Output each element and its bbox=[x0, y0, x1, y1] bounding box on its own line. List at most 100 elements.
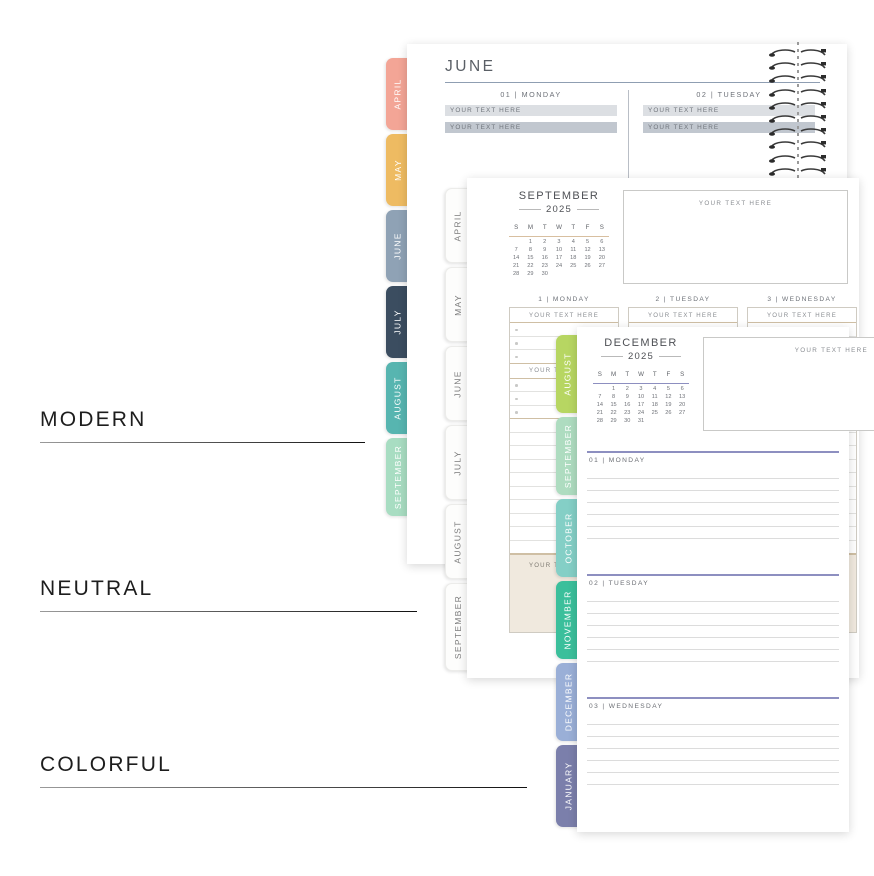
tab-october[interactable]: OCTOBER bbox=[556, 499, 580, 577]
calendar-day[interactable]: 26 bbox=[584, 263, 591, 269]
tab-november[interactable]: NOVEMBER bbox=[556, 581, 580, 659]
ruled-line[interactable] bbox=[587, 477, 839, 479]
tab-june[interactable]: JUNE bbox=[445, 346, 470, 421]
tab-january[interactable]: JANUARY bbox=[556, 745, 580, 827]
calendar-day[interactable]: 24 bbox=[555, 263, 563, 269]
calendar-day[interactable]: 25 bbox=[570, 263, 577, 269]
calendar-day[interactable]: 6 bbox=[600, 239, 604, 245]
calendar-day[interactable]: 10 bbox=[637, 394, 645, 400]
calendar-day[interactable]: 11 bbox=[570, 247, 577, 253]
calendar-day[interactable]: 19 bbox=[584, 255, 591, 261]
calendar-day[interactable]: 23 bbox=[624, 410, 631, 416]
calendar-day[interactable]: 21 bbox=[596, 410, 603, 416]
calendar-day[interactable]: 28 bbox=[596, 418, 603, 424]
calendar-day[interactable]: 18 bbox=[570, 255, 577, 261]
calendar-day[interactable]: 30 bbox=[624, 418, 631, 424]
calendar-day[interactable]: 3 bbox=[557, 239, 561, 245]
ruled-line[interactable] bbox=[587, 624, 839, 626]
ruled-line[interactable] bbox=[587, 537, 839, 539]
tab-july[interactable]: JULY bbox=[445, 425, 470, 500]
ruled-line[interactable] bbox=[587, 612, 839, 614]
tab-april[interactable]: APRIL bbox=[445, 188, 470, 263]
calendar-day[interactable]: 20 bbox=[679, 402, 686, 408]
calendar-day[interactable]: 14 bbox=[596, 402, 603, 408]
calendar-day[interactable]: 5 bbox=[586, 239, 590, 245]
text-entry-bar[interactable]: YOUR TEXT HERE bbox=[643, 105, 815, 116]
text-entry-bar[interactable]: YOUR TEXT HERE bbox=[445, 122, 617, 133]
ruled-line[interactable] bbox=[587, 747, 839, 749]
calendar-day[interactable]: 10 bbox=[555, 247, 563, 253]
calendar-day[interactable]: 3 bbox=[639, 386, 643, 392]
calendar-day[interactable]: 1 bbox=[528, 239, 532, 245]
calendar-day[interactable]: 15 bbox=[610, 402, 617, 408]
calendar-day[interactable]: 12 bbox=[665, 394, 672, 400]
tab-september[interactable]: SEPTEMBER bbox=[445, 583, 470, 671]
calendar-day[interactable]: 13 bbox=[679, 394, 686, 400]
ruled-line[interactable] bbox=[587, 525, 839, 527]
ruled-line[interactable] bbox=[587, 723, 839, 725]
calendar-day[interactable]: 21 bbox=[513, 263, 520, 269]
text-entry-bar[interactable]: YOUR TEXT HERE bbox=[643, 122, 815, 133]
calendar-day[interactable]: 19 bbox=[665, 402, 672, 408]
ruled-line[interactable] bbox=[587, 648, 839, 650]
calendar-day[interactable]: 18 bbox=[651, 402, 658, 408]
calendar-day[interactable]: 24 bbox=[637, 410, 645, 416]
calendar-day[interactable]: 22 bbox=[610, 410, 617, 416]
calendar-day[interactable]: 27 bbox=[598, 263, 605, 269]
calendar-day[interactable]: 2 bbox=[543, 239, 547, 245]
calendar-day[interactable]: 23 bbox=[541, 263, 548, 269]
text-entry-bar[interactable]: YOUR TEXT HERE bbox=[445, 105, 617, 116]
tab-august[interactable]: AUGUST bbox=[445, 504, 470, 579]
ruled-line[interactable] bbox=[587, 759, 839, 761]
calendar-day[interactable]: 4 bbox=[571, 239, 575, 245]
calendar-day[interactable]: 6 bbox=[680, 386, 684, 392]
calendar-day[interactable]: 17 bbox=[637, 402, 645, 408]
calendar-day[interactable]: 13 bbox=[598, 247, 605, 253]
tab-august[interactable]: AUGUST bbox=[556, 335, 580, 413]
calendar-day[interactable]: 20 bbox=[598, 255, 605, 261]
calendar-day[interactable]: 31 bbox=[637, 418, 645, 424]
section-header[interactable]: YOUR TEXT HERE bbox=[629, 308, 737, 323]
tab-august[interactable]: AUGUST bbox=[386, 362, 410, 434]
ruled-line[interactable] bbox=[587, 636, 839, 638]
tab-may[interactable]: MAY bbox=[386, 134, 410, 206]
calendar-day[interactable]: 29 bbox=[527, 271, 534, 277]
calendar-day[interactable]: 5 bbox=[666, 386, 670, 392]
ruled-line[interactable] bbox=[587, 489, 839, 491]
calendar-day[interactable]: 17 bbox=[555, 255, 563, 261]
calendar-day[interactable]: 4 bbox=[653, 386, 657, 392]
tab-september[interactable]: SEPTEMBER bbox=[386, 438, 410, 516]
section-header[interactable]: YOUR TEXT HERE bbox=[748, 308, 856, 323]
tab-december[interactable]: DECEMBER bbox=[556, 663, 580, 741]
calendar-day[interactable]: 9 bbox=[543, 247, 547, 253]
calendar-day[interactable]: 9 bbox=[625, 394, 629, 400]
calendar-day[interactable]: 12 bbox=[584, 247, 591, 253]
calendar-day[interactable]: 15 bbox=[527, 255, 534, 261]
tab-april[interactable]: APRIL bbox=[386, 58, 410, 130]
calendar-day[interactable]: 14 bbox=[513, 255, 520, 261]
calendar-day[interactable]: 8 bbox=[528, 247, 532, 253]
calendar-day[interactable]: 29 bbox=[610, 418, 617, 424]
calendar-day[interactable]: 7 bbox=[514, 247, 518, 253]
calendar-day[interactable]: 7 bbox=[598, 394, 602, 400]
ruled-line[interactable] bbox=[587, 771, 839, 773]
notes-box-neutral[interactable]: YOUR TEXT HERE bbox=[623, 190, 848, 284]
ruled-line[interactable] bbox=[587, 513, 839, 515]
notes-box-colorful[interactable]: YOUR TEXT HERE bbox=[703, 337, 874, 431]
ruled-line[interactable] bbox=[587, 783, 839, 785]
calendar-day[interactable]: 30 bbox=[541, 271, 548, 277]
ruled-line[interactable] bbox=[587, 735, 839, 737]
tab-july[interactable]: JULY bbox=[386, 286, 410, 358]
calendar-day[interactable]: 11 bbox=[651, 394, 658, 400]
ruled-line[interactable] bbox=[587, 660, 839, 662]
calendar-day[interactable]: 28 bbox=[513, 271, 520, 277]
tab-september[interactable]: SEPTEMBER bbox=[556, 417, 580, 495]
ruled-line[interactable] bbox=[587, 600, 839, 602]
tab-may[interactable]: MAY bbox=[445, 267, 470, 342]
calendar-day[interactable]: 16 bbox=[624, 402, 631, 408]
calendar-day[interactable]: 27 bbox=[679, 410, 686, 416]
ruled-line[interactable] bbox=[587, 501, 839, 503]
section-header[interactable]: YOUR TEXT HERE bbox=[510, 308, 618, 323]
calendar-day[interactable]: 2 bbox=[625, 386, 629, 392]
calendar-day[interactable]: 16 bbox=[541, 255, 548, 261]
